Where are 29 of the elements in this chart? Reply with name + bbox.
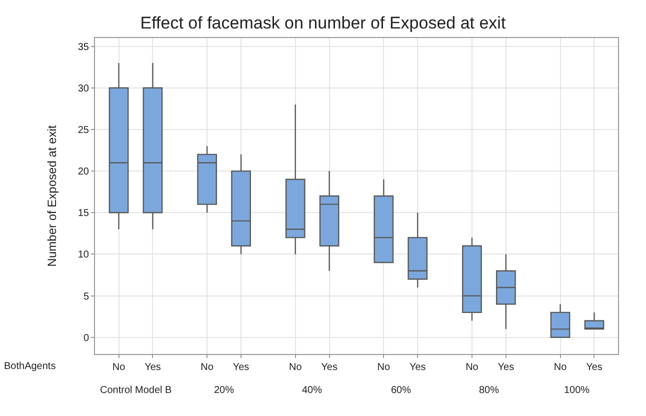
x-tick-label: Yes (144, 362, 161, 373)
x-tick-label: No (466, 362, 479, 373)
text: Control Model B (100, 385, 172, 396)
chart-title: Effect of facemask on number of Exposed at exit (140, 14, 506, 33)
y-tick-label: 15 (78, 208, 90, 220)
y-tick-label: 35 (78, 42, 90, 53)
x-tick-label: No (288, 362, 302, 373)
y-tick-label: 30 (78, 83, 90, 94)
x-tick-label: No (200, 362, 214, 373)
x-tick-label: No (112, 362, 126, 373)
x-tick-label: Yes (409, 362, 426, 373)
y-tick-label: 25 (78, 124, 90, 136)
text: 40% (302, 385, 322, 396)
text: 60% (391, 385, 412, 396)
y-tick-label: 5 (83, 291, 90, 302)
x-tick-label: Yes (498, 362, 514, 373)
y-axis-title: Number of Exposed at exit (45, 124, 60, 267)
y-tick-label: 0 (83, 332, 90, 344)
x-tick-label: Yes (321, 362, 338, 373)
text: 100% (564, 385, 590, 396)
y-tick-label: 10 (78, 250, 90, 261)
x-tick-label: Yes (586, 362, 602, 373)
x-tick-label: No (377, 362, 390, 373)
y-tick-label: 20 (78, 166, 90, 178)
x-tick-label: No (554, 362, 568, 373)
x-tick-label: Yes (232, 362, 250, 373)
text: 80% (479, 385, 500, 396)
text: 20% (214, 385, 234, 396)
text: BothAgents (4, 361, 56, 372)
